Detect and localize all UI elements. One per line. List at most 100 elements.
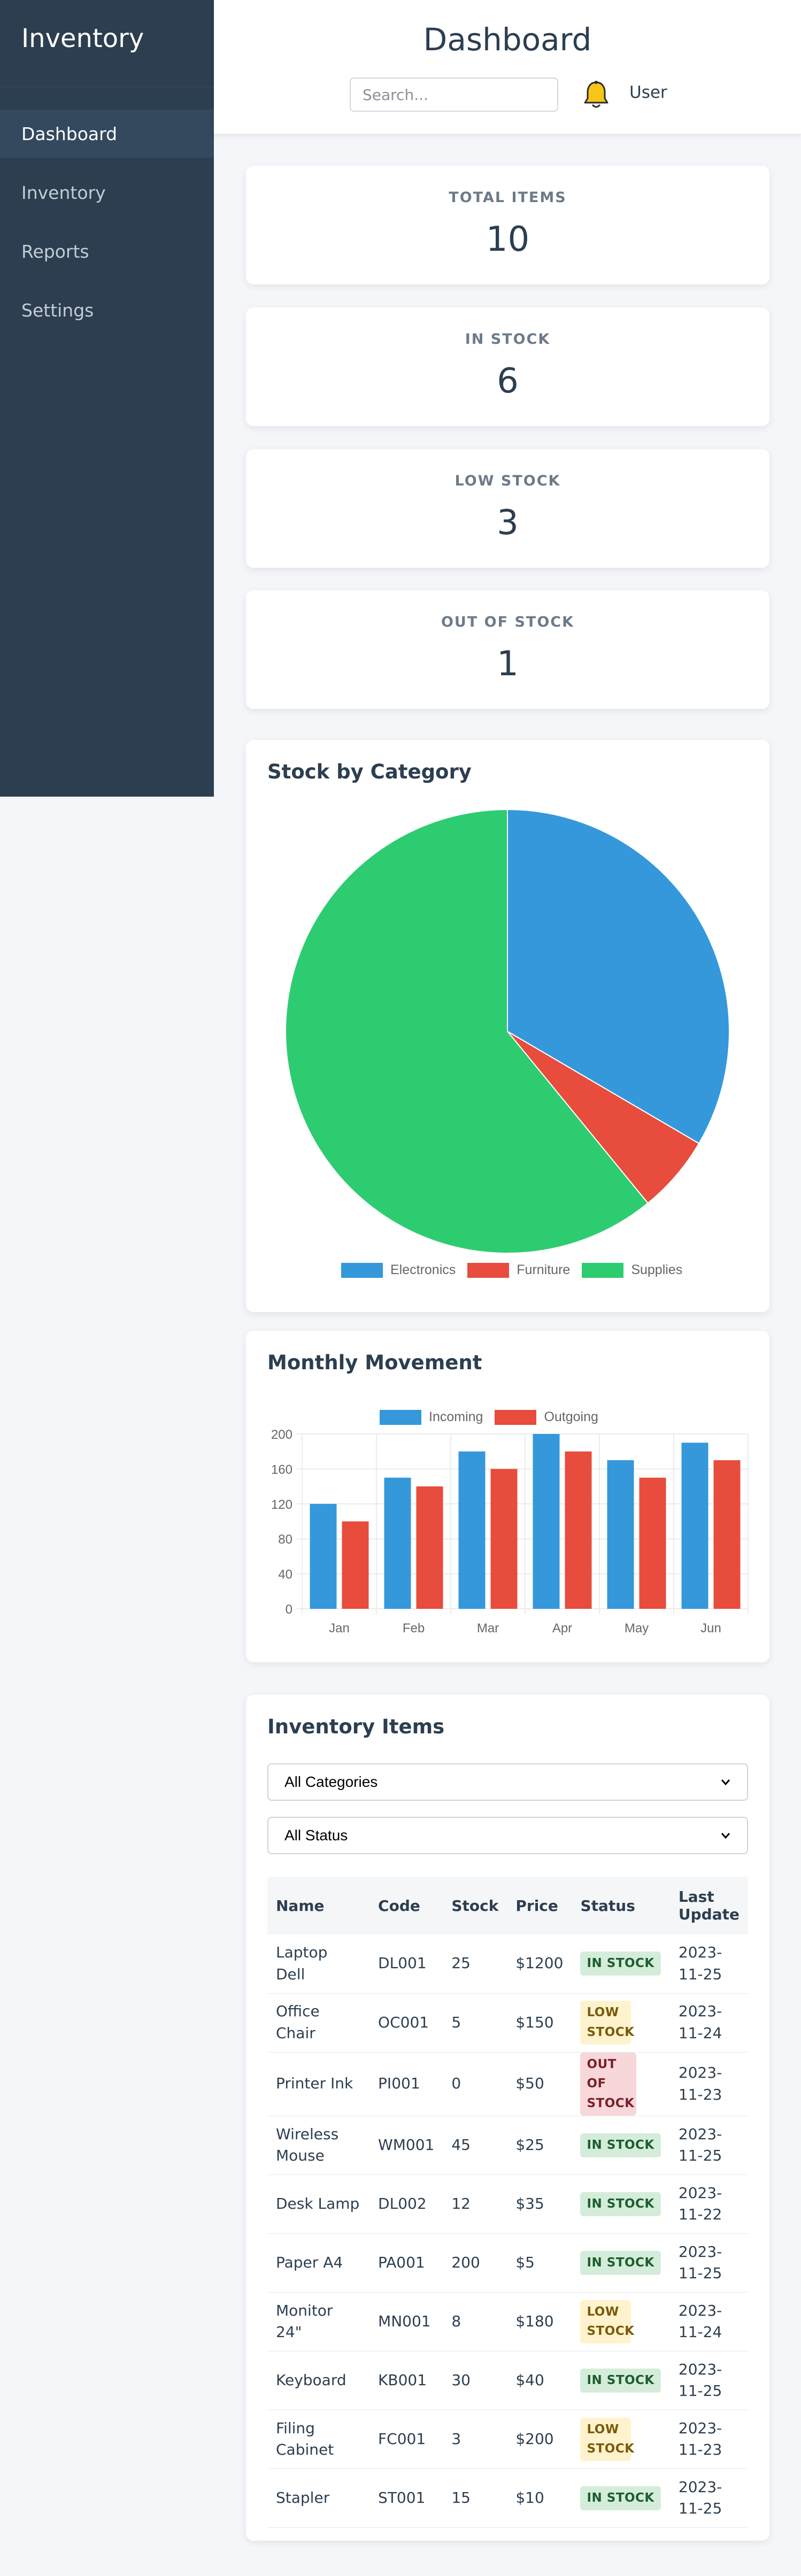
status-badge: Low Stock [580, 2417, 634, 2462]
sidebar-item-reports[interactable]: Reports [21, 241, 89, 262]
status-filter-value: All Status [284, 1827, 348, 1844]
item-price: $25 [507, 2116, 572, 2175]
category-chart-title: Stock by Category [267, 760, 472, 783]
bar-outgoing-mar[interactable] [490, 1469, 518, 1609]
table-row[interactable]: Keyboard KB001 30 $40 In Stock 2023-11-25 [267, 2351, 748, 2410]
column-header[interactable]: Status [572, 1877, 670, 1934]
table-row[interactable]: Office Chair OC001 5 $150 Low Stock 2023-11-2… [267, 1993, 748, 2053]
item-code: OC001 [369, 1993, 443, 2053]
stat-card-low-stock: Low Stock 3 [246, 449, 769, 568]
y-tick-label: 160 [271, 1462, 292, 1477]
bar-incoming-jan[interactable] [310, 1503, 337, 1609]
search-input[interactable] [350, 78, 558, 112]
table-row[interactable]: Monitor 24" MN001 8 $180 Low Stock 2023-11-24 [267, 2292, 748, 2351]
legend-label: Incoming [429, 1409, 483, 1424]
table-row[interactable]: Stapler ST001 15 $10 In Stock 2023-11-25 [267, 2469, 748, 2528]
column-header[interactable]: Stock [443, 1877, 507, 1934]
x-tick-label: May [625, 1621, 649, 1636]
pie-slice-supplies[interactable] [285, 808, 649, 1254]
item-last-update: 2023-11-25 [669, 2116, 748, 2175]
item-code: WM001 [369, 2116, 443, 2175]
table-row[interactable]: Laptop Dell DL001 25 $1200 In Stock 2023-11-2… [267, 1934, 748, 1994]
category-chart-card: Stock by Category Electronics Furniture … [246, 740, 769, 1312]
pie-slice-furniture[interactable] [507, 1031, 700, 1204]
status-cell: In Stock [572, 2351, 670, 2410]
legend-item-furniture[interactable]: Furniture [467, 1262, 570, 1278]
column-header[interactable]: Name [267, 1877, 370, 1934]
item-code: MN001 [369, 2292, 443, 2351]
sidebar: Inventory Dashboard Inventory Reports Se… [0, 0, 214, 797]
item-stock: 3 [443, 2410, 507, 2469]
sidebar-item-dashboard[interactable]: Dashboard [0, 110, 214, 158]
status-cell: Low Stock [572, 2410, 670, 2469]
item-last-update: 2023-11-24 [669, 2292, 748, 2351]
sidebar-item-inventory[interactable]: Inventory [21, 182, 106, 203]
bar-incoming-jun[interactable] [681, 1443, 708, 1609]
y-tick-label: 120 [271, 1498, 292, 1512]
item-name: Stapler [267, 2469, 370, 2528]
bell-icon[interactable] [583, 80, 610, 110]
table-row[interactable]: Desk Lamp DL002 12 $35 In Stock 2023-11-22 [267, 2174, 748, 2234]
bar-outgoing-apr[interactable] [565, 1451, 592, 1609]
item-name: Filing Cabinet [267, 2410, 370, 2469]
user-menu[interactable]: User [629, 83, 667, 102]
category-filter-select[interactable]: All Categories [267, 1763, 748, 1801]
item-stock: 0 [443, 2052, 507, 2116]
status-badge: In Stock [580, 2192, 661, 2216]
bar-outgoing-feb[interactable] [416, 1486, 443, 1609]
status-badge: Out of Stock [580, 2052, 637, 2116]
pie-slice-electronics[interactable] [507, 808, 730, 1144]
legend-item-outgoing[interactable]: Outgoing [495, 1409, 598, 1425]
chevron-down-icon [721, 1833, 730, 1839]
legend-swatch [467, 1262, 510, 1278]
bar-chart-plot: 0 40 80 120 160 200 Jan Feb Mar Apr May Jun [271, 1428, 749, 1636]
status-cell: In Stock [572, 2116, 670, 2175]
item-last-update: 2023-11-25 [669, 1934, 748, 1994]
status-badge: In Stock [580, 2486, 661, 2510]
status-filter-select[interactable]: All Status [267, 1817, 748, 1854]
bar-outgoing-jan[interactable] [342, 1521, 369, 1609]
movement-bar-chart: 0 40 80 120 160 200 Jan Feb Mar Apr May Jun [271, 1428, 749, 1636]
inventory-table-body: Laptop Dell DL001 25 $1200 In Stock 2023-11-2… [267, 1934, 748, 2528]
chevron-down-icon [721, 1779, 730, 1786]
item-stock: 45 [443, 2116, 507, 2175]
item-last-update: 2023-11-23 [669, 2410, 748, 2469]
status-cell: In Stock [572, 2174, 670, 2234]
legend-item-supplies[interactable]: Supplies [582, 1262, 682, 1278]
bar-incoming-apr[interactable] [533, 1434, 560, 1609]
status-cell: In Stock [572, 2233, 670, 2293]
x-tick-label: Apr [552, 1621, 572, 1636]
item-price: $180 [507, 2292, 572, 2351]
item-price: $1200 [507, 1934, 572, 1994]
item-last-update: 2023-11-25 [669, 2233, 748, 2293]
status-cell: Low Stock [572, 2292, 670, 2351]
bar-outgoing-may[interactable] [639, 1477, 666, 1609]
status-badge: In Stock [580, 2133, 661, 2157]
bar-outgoing-jun[interactable] [713, 1460, 741, 1609]
y-tick-label: 80 [278, 1532, 292, 1547]
legend-item-incoming[interactable]: Incoming [380, 1409, 483, 1425]
item-name: Printer Ink [267, 2052, 370, 2116]
column-header[interactable]: Last Update [669, 1877, 748, 1934]
item-stock: 25 [443, 1934, 507, 1994]
legend-label: Furniture [517, 1262, 571, 1277]
item-last-update: 2023-11-24 [669, 1993, 748, 2053]
stat-value: 10 [486, 220, 530, 259]
bar-incoming-feb[interactable] [384, 1477, 411, 1609]
status-badge: Low Stock [580, 2300, 634, 2344]
bar-incoming-may[interactable] [607, 1460, 634, 1609]
table-row[interactable]: Paper A4 PA001 200 $5 In Stock 2023-11-25 [267, 2233, 748, 2293]
table-row[interactable]: Filing Cabinet FC001 3 $200 Low Stock 2023-11… [267, 2410, 748, 2469]
column-header[interactable]: Code [369, 1877, 443, 1934]
sidebar-item-settings[interactable]: Settings [21, 299, 94, 321]
status-badge: In Stock [580, 2250, 661, 2275]
table-row[interactable]: Wireless Mouse WM001 45 $25 In Stock 2023-11-… [267, 2116, 748, 2175]
bar-incoming-mar[interactable] [458, 1451, 486, 1609]
sidebar-nav: Dashboard Inventory Reports Settings [0, 110, 214, 334]
item-name: Wireless Mouse [267, 2116, 370, 2175]
column-header[interactable]: Price [507, 1877, 572, 1934]
legend-item-electronics[interactable]: Electronics [341, 1262, 456, 1278]
item-last-update: 2023-11-22 [669, 2174, 748, 2234]
legend-swatch [582, 1262, 624, 1278]
table-row[interactable]: Printer Ink PI001 0 $50 Out of Stock 2023-11-… [267, 2052, 748, 2116]
